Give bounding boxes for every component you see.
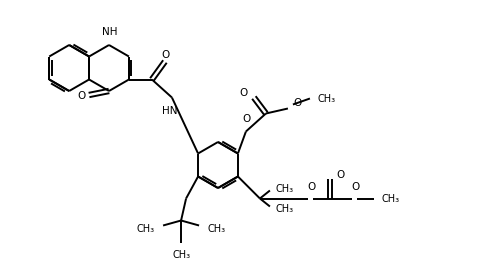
Text: O: O [336,169,344,180]
Text: O: O [308,182,316,191]
Text: HN: HN [162,106,178,116]
Text: CH₃: CH₃ [276,204,294,214]
Text: CH₃: CH₃ [207,224,225,233]
Text: NH: NH [102,27,118,37]
Text: CH₃: CH₃ [318,93,336,103]
Text: O: O [293,98,301,109]
Text: O: O [243,115,251,125]
Text: O: O [352,182,360,191]
Text: CH₃: CH₃ [172,251,190,261]
Text: O: O [240,88,248,98]
Text: CH₃: CH₃ [276,183,294,194]
Text: O: O [78,91,86,101]
Text: CH₃: CH₃ [137,224,155,233]
Text: O: O [162,50,170,59]
Text: CH₃: CH₃ [382,194,400,204]
